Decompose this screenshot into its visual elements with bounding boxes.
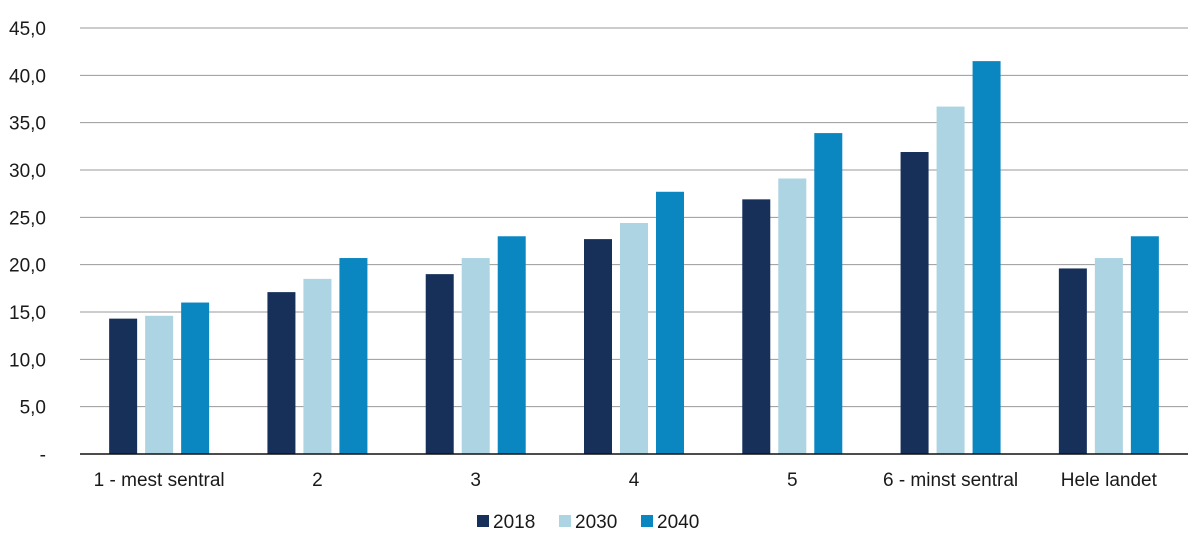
bar-2030-3 [620,223,648,454]
bar-2040-6 [1130,236,1159,454]
bar-2018-5 [900,152,929,454]
x-category-label: 6 - minst sentral [883,470,1018,491]
legend-swatch-2040 [641,515,653,527]
x-category-label: 2 [312,470,323,491]
bar-2030-1 [303,278,332,454]
x-category-label: 5 [787,470,798,491]
x-category-label: Hele landet [1061,470,1158,491]
bar-2018-1 [267,292,296,454]
bar-2018-2 [425,274,454,454]
bar-2030-6 [1094,258,1123,454]
x-category-label: 4 [629,470,640,491]
legend-swatch-2030 [559,515,571,527]
x-axis-category-labels: 1 - mest sentral 2 3 4 5 6 - minst sentral Hel… [94,470,1158,491]
y-tick-label: 35,0 [9,114,46,135]
x-category-label: 1 - mest sentral [94,470,225,491]
bar-2040-5 [972,61,1001,455]
bar-2030-4 [778,178,807,454]
bar-2030-2 [461,258,490,454]
bar-2018-3 [584,239,612,454]
bar-2040-3 [656,191,684,455]
bar-2030-0 [145,315,174,454]
y-tick-label: 15,0 [9,303,46,324]
x-category-label: 3 [470,470,481,491]
legend-label-2040: 2040 [657,512,699,533]
y-tick-label: 10,0 [9,350,46,371]
bar-2040-4 [814,133,843,454]
bar-2018-4 [742,199,771,454]
gridlines [80,27,1188,408]
y-tick-label: - [40,445,46,466]
bar-2018-6 [1058,268,1087,454]
y-tick-label: 20,0 [9,256,46,277]
y-tick-label: 25,0 [9,208,46,229]
y-tick-label: 45,0 [9,19,46,40]
y-tick-label: 5,0 [20,398,46,419]
y-tick-label: 40,0 [9,66,46,87]
legend-label-2018: 2018 [493,512,535,533]
bar-2040-2 [497,236,526,454]
bar-2030-5 [936,106,965,454]
bar-2040-1 [339,258,368,454]
y-tick-label: 30,0 [9,161,46,182]
legend-label-2030: 2030 [575,512,617,533]
legend-swatch-2018 [477,515,489,527]
y-axis-tick-labels: - 5,0 10,0 15,0 20,0 25,0 30,0 35,0 40,0 45,0 [9,19,46,466]
bar-2040-0 [181,302,210,454]
bars [109,61,1159,455]
legend: 2018 2030 2040 [477,512,699,533]
bar-2018-0 [109,318,138,454]
